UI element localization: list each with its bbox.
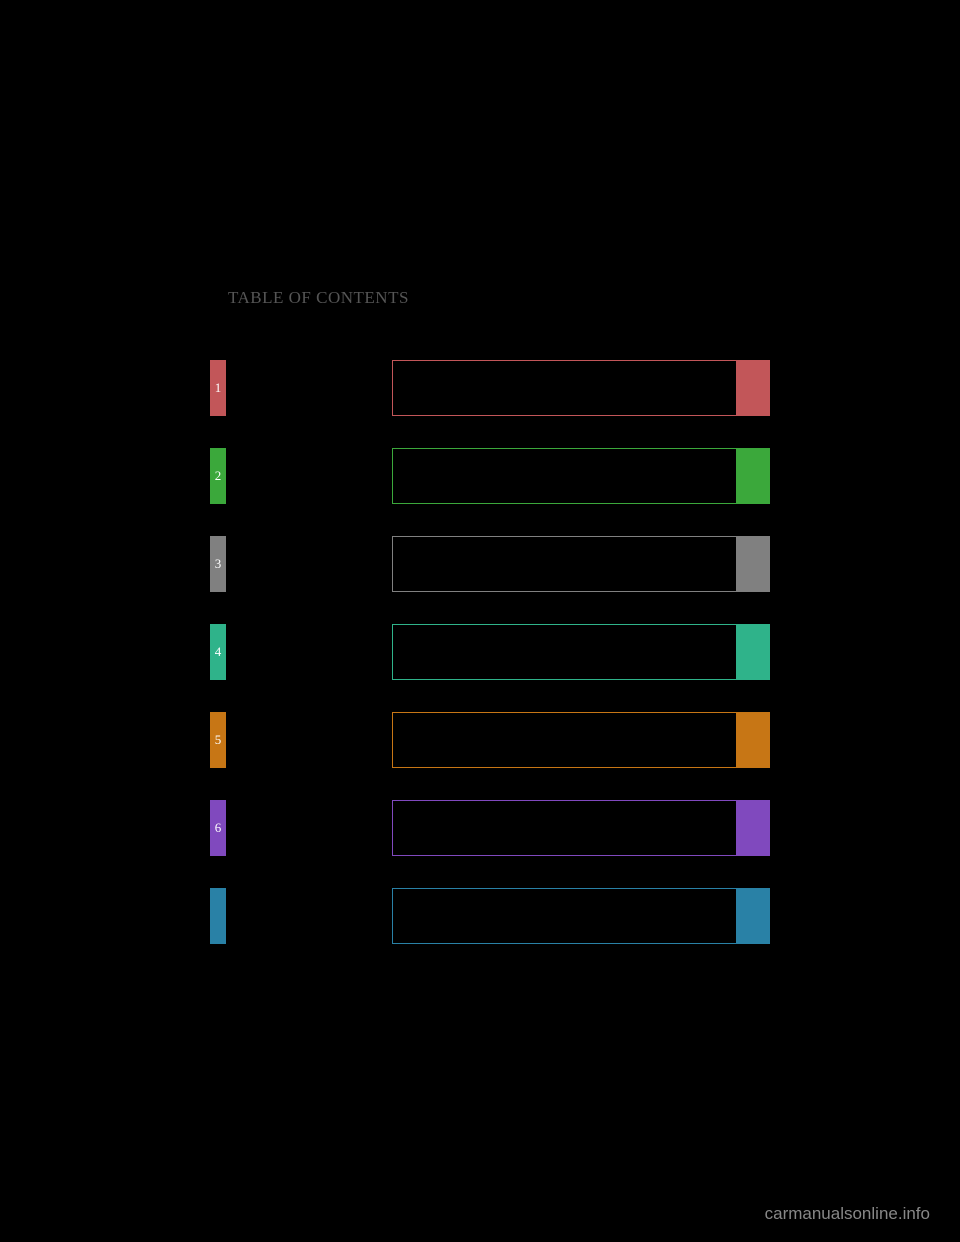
toc-row: 1 [210, 360, 770, 416]
toc-row: 6 [210, 800, 770, 856]
chapter-tab: 5 [210, 712, 226, 768]
chapter-box [392, 624, 770, 680]
chapter-right-tab [736, 449, 769, 503]
chapter-right-tab [736, 889, 769, 943]
chapter-right-tab [736, 801, 769, 855]
chapter-box [392, 888, 770, 944]
chapter-box [392, 448, 770, 504]
toc-row: 2 [210, 448, 770, 504]
chapter-box [392, 712, 770, 768]
toc-row [210, 888, 770, 944]
chapter-box [392, 360, 770, 416]
chapter-tab: 1 [210, 360, 226, 416]
chapter-right-tab [736, 361, 769, 415]
chapter-right-tab [736, 537, 769, 591]
chapter-tab: 4 [210, 624, 226, 680]
chapter-tab: 6 [210, 800, 226, 856]
chapter-tab [210, 888, 226, 944]
chapter-right-tab [736, 713, 769, 767]
chapter-box [392, 800, 770, 856]
toc-row: 3 [210, 536, 770, 592]
chapter-tab: 2 [210, 448, 226, 504]
chapter-box [392, 536, 770, 592]
toc-list: 1 2 3 4 5 6 [210, 360, 770, 976]
chapter-tab: 3 [210, 536, 226, 592]
page-title: TABLE OF CONTENTS [228, 288, 409, 308]
toc-row: 5 [210, 712, 770, 768]
toc-row: 4 [210, 624, 770, 680]
watermark-text: carmanualsonline.info [765, 1204, 930, 1224]
chapter-right-tab [736, 625, 769, 679]
